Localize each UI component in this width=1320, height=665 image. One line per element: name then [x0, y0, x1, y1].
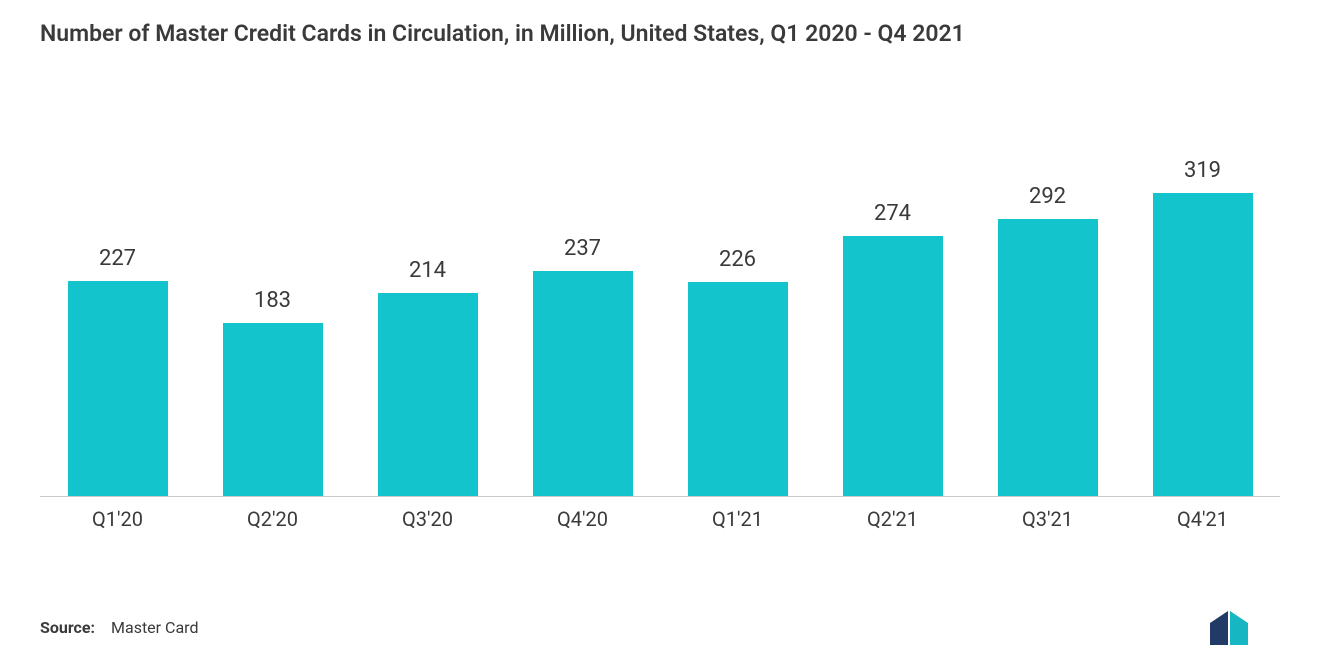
value-label: 183 — [254, 288, 291, 313]
bar — [223, 323, 323, 497]
brand-logo-icon — [1210, 611, 1280, 645]
bar-slot: 226 — [660, 247, 815, 497]
bar — [998, 219, 1098, 497]
category-label: Q2'21 — [815, 497, 970, 531]
bar — [688, 282, 788, 497]
bar — [1153, 193, 1253, 497]
category-labels: Q1'20 Q2'20 Q3'20 Q4'20 Q1'21 Q2'21 Q3'2… — [40, 497, 1280, 537]
category-label: Q1'21 — [660, 497, 815, 531]
logo-right-shape — [1230, 611, 1248, 645]
value-label: 292 — [1029, 184, 1066, 209]
value-label: 274 — [874, 201, 911, 226]
category-label: Q2'20 — [195, 497, 350, 531]
value-label: 319 — [1184, 158, 1221, 183]
category-label: Q1'20 — [40, 497, 195, 531]
category-label: Q3'20 — [350, 497, 505, 531]
bar — [68, 281, 168, 497]
plot-area: 227 183 214 237 226 274 — [40, 87, 1280, 537]
bar — [378, 293, 478, 497]
source-text: Master Card — [111, 618, 198, 637]
category-label: Q4'20 — [505, 497, 660, 531]
bar — [843, 236, 943, 497]
source-attribution: Source: Master Card — [40, 618, 198, 637]
bar-slot: 319 — [1125, 158, 1280, 497]
logo-left-shape — [1210, 611, 1228, 645]
category-label: Q4'21 — [1125, 497, 1280, 531]
bar-slot: 183 — [195, 288, 350, 497]
chart-container: Number of Master Credit Cards in Circula… — [0, 0, 1320, 665]
bar-slot: 214 — [350, 258, 505, 497]
source-label: Source: — [40, 618, 95, 637]
bar-slot: 274 — [815, 201, 970, 497]
chart-title: Number of Master Credit Cards in Circula… — [40, 20, 1280, 47]
bar-slot: 227 — [40, 246, 195, 497]
value-label: 227 — [99, 246, 136, 271]
value-label: 226 — [719, 247, 756, 272]
bar-slot: 292 — [970, 184, 1125, 497]
value-label: 214 — [409, 258, 446, 283]
bar — [533, 271, 633, 497]
value-label: 237 — [564, 236, 601, 261]
category-label: Q3'21 — [970, 497, 1125, 531]
bar-slot: 237 — [505, 236, 660, 497]
bar-group: 227 183 214 237 226 274 — [40, 87, 1280, 497]
